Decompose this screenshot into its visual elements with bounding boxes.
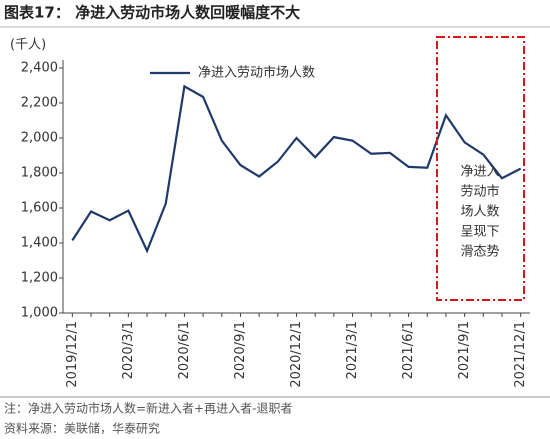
x-tick-label: 2019/12/1 bbox=[65, 321, 80, 388]
source: 资料来源：美联储，华泰研究 bbox=[4, 421, 160, 436]
y-tick-label: 1,200 bbox=[21, 271, 58, 286]
annotation-box bbox=[436, 36, 525, 301]
note: 注：净进入劳动市场人数=新进入者+再进入者-退职者 bbox=[4, 401, 292, 416]
annotation-text: 劳动市 bbox=[460, 184, 499, 200]
annotation-text: 净进入 bbox=[460, 165, 499, 180]
series-line bbox=[71, 84, 522, 254]
x-tick-label: 2020/12/1 bbox=[289, 321, 304, 388]
annotation-text: 呈现下 bbox=[460, 225, 499, 240]
y-tick-label: 1,400 bbox=[21, 236, 58, 251]
x-tick-label: 2020/3/1 bbox=[121, 321, 136, 379]
x-tick-label: 2021/3/1 bbox=[345, 321, 360, 379]
x-tick-label: 2021/6/1 bbox=[401, 321, 416, 379]
y-tick-label: 2,400 bbox=[21, 61, 58, 76]
y-tick-label: 2,000 bbox=[21, 131, 58, 146]
legend-label: 净进入劳动市场人数 bbox=[198, 65, 315, 81]
x-tick-label: 2021/9/1 bbox=[457, 321, 472, 379]
y-tick-label: 2,200 bbox=[21, 96, 58, 111]
x-tick-label: 2020/6/1 bbox=[177, 321, 192, 379]
annotation-text: 场人数 bbox=[460, 205, 499, 220]
y-tick-label: 1,000 bbox=[21, 306, 58, 321]
y-tick-label: 1,600 bbox=[21, 201, 58, 216]
x-tick-label: 2020/9/1 bbox=[233, 321, 248, 379]
y-tick-label: 1,800 bbox=[21, 166, 58, 181]
chart-title: 图表17： 净进入劳动市场人数回暖幅度不大 bbox=[4, 4, 300, 22]
x-tick-label: 2021/12/1 bbox=[513, 321, 528, 388]
y-unit: (千人) bbox=[10, 38, 46, 53]
annotation-text: 滑态势 bbox=[460, 244, 499, 260]
